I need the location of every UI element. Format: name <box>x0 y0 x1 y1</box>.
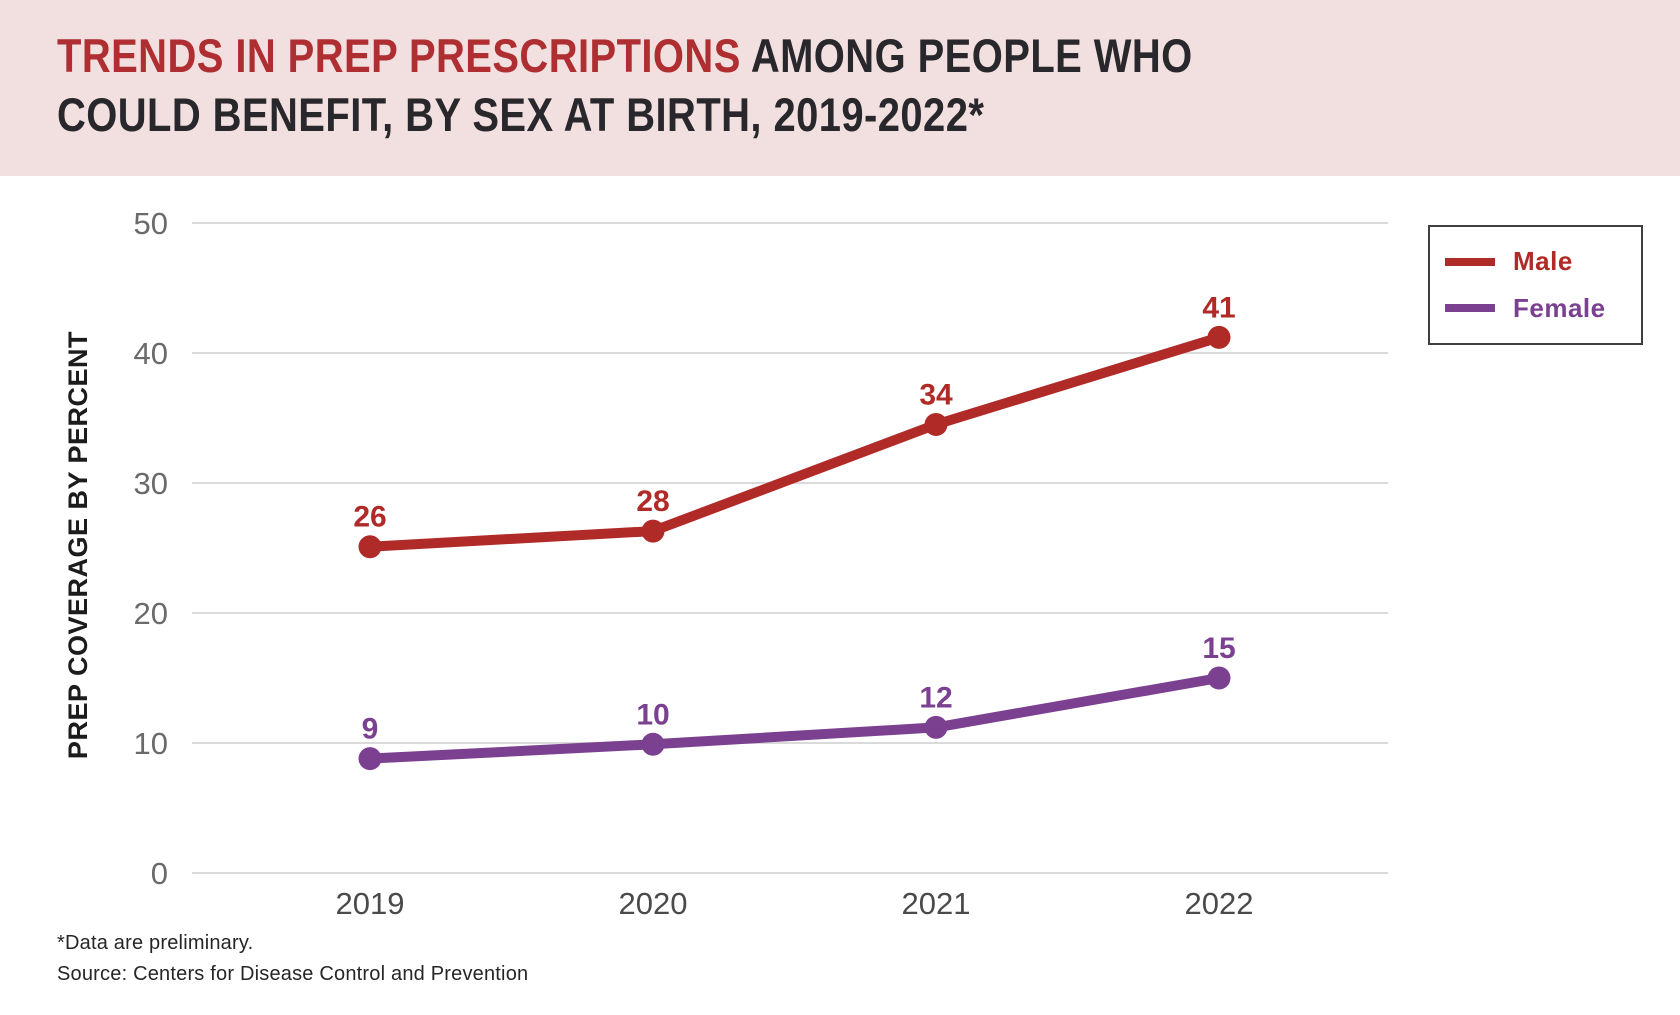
page-title-highlight: TRENDS IN PREP PRESCRIPTIONS <box>57 29 741 82</box>
y-tick-label: 30 <box>134 466 168 501</box>
y-tick-label: 40 <box>134 336 168 371</box>
x-tick-label: 2022 <box>1185 886 1254 921</box>
data-label-female-2020: 10 <box>636 698 669 731</box>
data-label-male-2019: 26 <box>353 501 386 534</box>
y-tick-label: 10 <box>134 726 168 761</box>
data-point-female-2021 <box>924 715 948 739</box>
page-title: TRENDS IN PREP PRESCRIPTIONS AMONG PEOPL… <box>57 26 1193 144</box>
data-point-male-2021 <box>924 413 948 436</box>
data-label-female-2019: 9 <box>362 713 379 746</box>
data-label-male-2020: 28 <box>636 485 669 518</box>
y-axis-title: PREP COVERAGE BY PERCENT <box>63 330 93 760</box>
page-title-line1: TRENDS IN PREP PRESCRIPTIONS AMONG PEOPL… <box>57 26 1193 85</box>
y-tick-label: 0 <box>151 856 168 891</box>
legend-label-female: Female <box>1513 292 1606 323</box>
legend: Male Female <box>1428 225 1643 345</box>
data-point-female-2019 <box>358 747 382 771</box>
y-tick-label: 50 <box>134 206 168 241</box>
series-line-male <box>365 332 1224 552</box>
legend-row-female: Female <box>1445 293 1641 324</box>
data-label-male-2021: 34 <box>919 379 953 412</box>
footnote-preliminary: *Data are preliminary. <box>57 932 254 954</box>
data-point-male-2019 <box>358 535 382 559</box>
page-title-line2: COULD BENEFIT, BY SEX AT BIRTH, 2019-202… <box>57 88 985 141</box>
x-tick-label: 2021 <box>902 886 971 921</box>
series-line-female <box>365 673 1224 764</box>
data-label-female-2022: 15 <box>1202 632 1235 665</box>
data-label-female-2021: 12 <box>919 681 952 714</box>
page-title-line1-rest: AMONG PEOPLE WHO <box>740 29 1193 82</box>
female-line-swatch-icon <box>1445 304 1495 313</box>
y-tick-label: 20 <box>134 596 168 631</box>
x-tick-label: 2020 <box>619 886 688 921</box>
data-point-female-2020 <box>641 732 665 756</box>
legend-label-male: Male <box>1513 246 1573 277</box>
data-point-male-2020 <box>641 519 665 543</box>
data-point-female-2022 <box>1207 666 1231 690</box>
data-label-male-2022: 41 <box>1202 291 1235 324</box>
legend-row-male: Male <box>1445 246 1641 277</box>
data-point-male-2022 <box>1207 325 1231 349</box>
footnote-source: Source: Centers for Disease Control and … <box>57 963 529 985</box>
male-line-swatch-icon <box>1445 257 1495 266</box>
header-banner <box>0 0 1680 176</box>
x-tick-label: 2019 <box>336 886 405 921</box>
